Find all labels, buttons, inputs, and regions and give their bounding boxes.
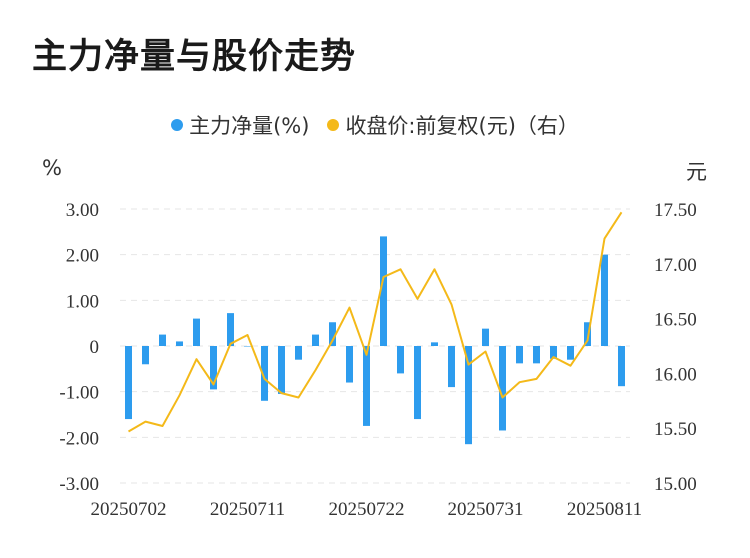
net-volume-bar [210, 346, 217, 390]
legend-label-net-volume: 主力净量(%) [189, 114, 310, 138]
net-volume-bar [295, 346, 302, 360]
net-volume-bar [465, 346, 472, 445]
net-volume-bar [125, 346, 132, 420]
x-tick-label: 20250711 [210, 499, 285, 520]
net-volume-bar [414, 346, 421, 420]
legend-label-close-price: 收盘价:前复权(元)（右） [345, 114, 579, 138]
net-volume-bar [550, 346, 557, 359]
net-volume-bar [567, 346, 574, 360]
left-tick-label: 3.00 [66, 200, 99, 221]
left-tick-label: 2.00 [66, 246, 99, 267]
chart-legend: 主力净量(%) 收盘价:前复权(元)（右） [0, 110, 750, 140]
x-tick-label: 20250811 [567, 499, 642, 520]
legend-marker-net-volume [171, 119, 184, 131]
net-volume-bar [329, 322, 336, 346]
right-tick-label: 16.00 [654, 364, 697, 385]
right-tick-label: 17.00 [654, 255, 697, 276]
left-tick-label: -1.00 [59, 383, 99, 404]
net-volume-bar [431, 342, 438, 346]
net-volume-bar [601, 254, 608, 346]
right-tick-label: 15.50 [654, 419, 697, 440]
left-axis-unit: % [42, 156, 62, 180]
net-volume-bar [618, 346, 625, 387]
net-volume-bar [482, 328, 489, 346]
net-volume-bar [363, 346, 370, 426]
left-tick-label: -2.00 [59, 428, 99, 449]
net-volume-bar [448, 346, 455, 388]
x-tick-label: 20250731 [448, 499, 524, 520]
x-tick-label: 20250702 [91, 499, 167, 520]
legend-item-net-volume[interactable]: 主力净量(%) [171, 110, 309, 140]
x-tick-label: 20250722 [329, 499, 405, 520]
net-volume-bar [142, 346, 149, 365]
left-tick-label: 1.00 [66, 291, 99, 312]
left-tick-label: -3.00 [59, 474, 99, 495]
left-tick-label: 0 [90, 337, 100, 358]
chart-title: 主力净量与股价走势 [32, 37, 357, 77]
net-volume-bar [533, 346, 540, 364]
legend-item-close-price[interactable]: 收盘价:前复权(元)（右） [327, 110, 579, 140]
right-tick-label: 17.50 [654, 200, 697, 221]
net-volume-bar [227, 313, 234, 346]
net-volume-bar [244, 346, 251, 347]
net-volume-bar [193, 318, 200, 346]
right-tick-label: 16.50 [654, 310, 697, 331]
net-volume-bar [516, 346, 523, 364]
net-volume-bar [397, 346, 404, 374]
net-volume-bar [278, 346, 285, 394]
net-volume-bar [584, 322, 591, 346]
net-volume-bar [261, 346, 268, 401]
right-axis-unit: 元 [686, 160, 707, 184]
net-volume-bar [380, 236, 387, 346]
close-price-line [127, 211, 623, 433]
net-volume-bar [159, 334, 166, 346]
net-volume-bar [176, 341, 183, 346]
net-volume-bar [346, 346, 353, 383]
right-tick-label: 15.00 [654, 474, 697, 495]
net-volume-bar [312, 334, 319, 346]
legend-marker-close-price [327, 119, 340, 131]
net-volume-bar [499, 346, 506, 431]
